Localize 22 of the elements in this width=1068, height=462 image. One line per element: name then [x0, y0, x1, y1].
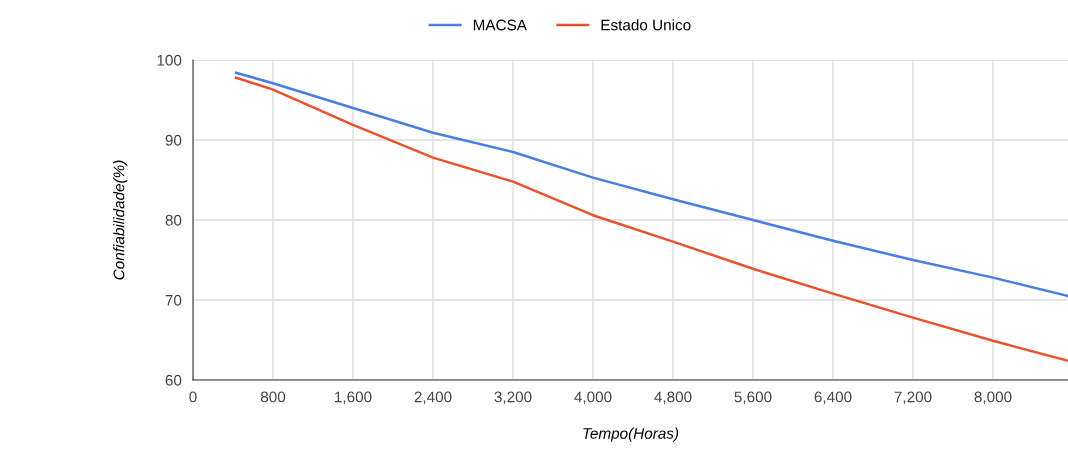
- y-tick-label: 100: [157, 54, 182, 66]
- x-tick-label: 8,000: [974, 391, 1012, 405]
- legend-label: MACSA: [473, 19, 527, 31]
- y-tick-label: 60: [165, 374, 182, 386]
- y-tick-label: 70: [165, 294, 182, 306]
- y-tick-label: 80: [165, 214, 182, 226]
- x-tick-label: 1,600: [335, 391, 372, 405]
- x-tick-label: 800: [260, 391, 286, 403]
- x-axis-title: Tempo(Horas): [583, 427, 679, 442]
- x-tick-label: 2,400: [414, 391, 452, 405]
- x-tick-label: 4,800: [654, 391, 692, 405]
- line-series: [234, 76, 1068, 363]
- x-tick-label: 3,200: [494, 391, 532, 405]
- x-tick-label: 4,000: [574, 391, 612, 405]
- y-axis-title: Confiabilidade(%): [113, 160, 128, 280]
- x-tick-label: 7,200: [894, 391, 932, 405]
- x-tick-label: 6,400: [814, 391, 852, 405]
- legend-label: Estado Unico: [601, 19, 691, 31]
- line-series: [234, 71, 1068, 298]
- x-tick-label: 5,600: [734, 391, 772, 405]
- x-tick-label: 0: [189, 391, 197, 403]
- y-tick-label: 90: [165, 134, 182, 146]
